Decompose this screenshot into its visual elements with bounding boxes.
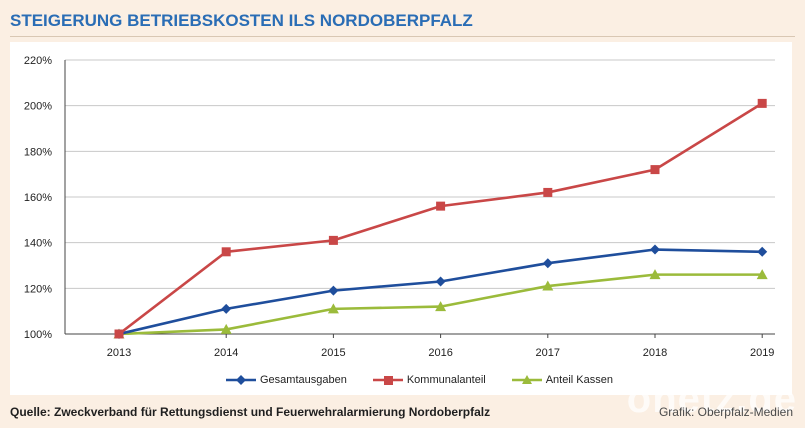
point-anteil-kassen bbox=[220, 323, 232, 334]
legend-item-gesamtausgaben: Gesamtausgaben bbox=[226, 373, 347, 387]
point-anteil-kassen bbox=[542, 280, 554, 291]
x-tick-label: 2017 bbox=[536, 347, 560, 359]
point-gesamtausgaben bbox=[435, 276, 446, 287]
point-anteil-kassen bbox=[756, 269, 768, 280]
point-anteil-kassen bbox=[435, 301, 447, 312]
y-tick-label: 180% bbox=[24, 146, 52, 158]
title-divider bbox=[10, 36, 795, 37]
y-tick-label: 140% bbox=[24, 238, 52, 250]
point-kommunalanteil bbox=[543, 187, 553, 197]
y-tick-label: 120% bbox=[24, 283, 52, 295]
source-note: Quelle: Zweckverband für Rettungsdienst … bbox=[10, 405, 491, 419]
point-gesamtausgaben bbox=[542, 258, 553, 269]
legend-swatch bbox=[226, 375, 256, 385]
x-tick-label: 2014 bbox=[214, 347, 238, 359]
legend-swatch bbox=[372, 376, 403, 385]
graphic-credit: Grafik: Oberpfalz-Medien bbox=[658, 405, 793, 419]
legend-label: Gesamtausgaben bbox=[260, 374, 347, 386]
x-tick-label: 2018 bbox=[643, 347, 667, 359]
point-gesamtausgaben bbox=[328, 285, 339, 296]
legend-label: Anteil Kassen bbox=[545, 374, 613, 386]
x-tick-label: 2013 bbox=[107, 347, 131, 359]
y-tick-label: 200% bbox=[24, 101, 52, 113]
point-kommunalanteil bbox=[650, 165, 660, 175]
point-kommunalanteil bbox=[436, 201, 446, 211]
series-line-kommunalanteil bbox=[118, 102, 763, 336]
point-kommunalanteil bbox=[757, 98, 767, 108]
legend-label: Kommunalanteil bbox=[406, 374, 486, 386]
y-tick-label: 160% bbox=[24, 192, 52, 204]
point-kommunalanteil bbox=[221, 247, 231, 257]
point-kommunalanteil bbox=[328, 235, 338, 245]
point-gesamtausgaben bbox=[757, 246, 768, 257]
x-tick-label: 2016 bbox=[428, 347, 452, 359]
legend-swatch bbox=[511, 375, 542, 384]
legend-item-kommunalanteil: Kommunalanteil bbox=[372, 373, 486, 387]
y-tick-label: 100% bbox=[24, 329, 52, 341]
watermark: onetz.de bbox=[626, 377, 797, 421]
point-gesamtausgaben bbox=[650, 244, 660, 255]
y-tick-label: 220% bbox=[24, 55, 52, 67]
legend-item-anteil-kassen: Anteil Kassen bbox=[511, 373, 613, 387]
point-anteil-kassen bbox=[327, 303, 339, 314]
series-line-gesamtausgaben bbox=[118, 248, 763, 336]
point-kommunalanteil bbox=[114, 329, 124, 339]
point-anteil-kassen bbox=[649, 269, 661, 280]
page-title: STEIGERUNG BETRIEBSKOSTEN ILS NORDOBERPF… bbox=[10, 11, 473, 30]
x-tick-label: 2015 bbox=[321, 347, 345, 359]
chart-legend: Gesamtausgaben Kommunalanteil Anteil Kasse… bbox=[226, 373, 613, 387]
x-tick-label: 2019 bbox=[750, 347, 774, 359]
point-gesamtausgaben bbox=[221, 303, 232, 314]
